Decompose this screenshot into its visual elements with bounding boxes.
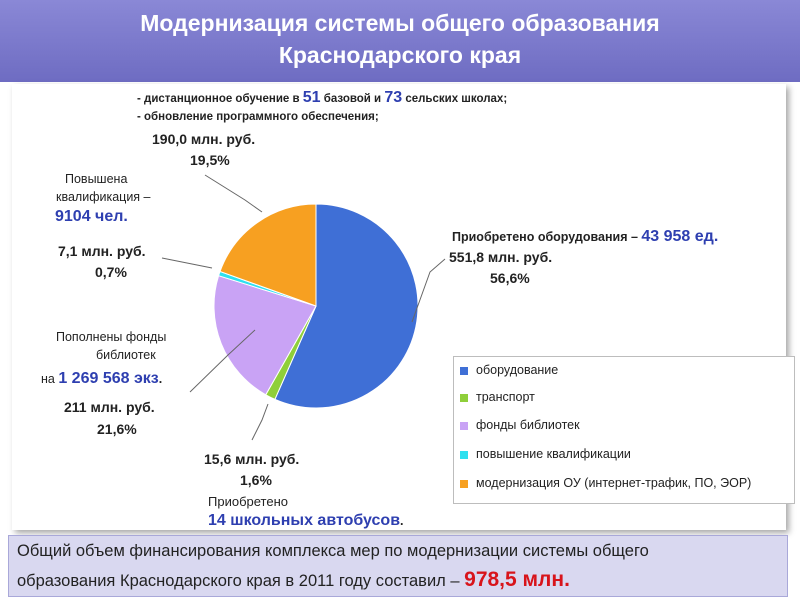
legend-swatch-modernization bbox=[460, 480, 468, 488]
legend-swatch-transport bbox=[460, 394, 468, 402]
note-1-mid: базовой и bbox=[320, 93, 385, 105]
buses-count: 14 школьных автобусов bbox=[208, 512, 401, 529]
libraries-count-line: на 1 269 568 экз. bbox=[41, 370, 162, 388]
qualification-count: 9104 чел. bbox=[55, 208, 128, 225]
note-software-update: - обновление программного обеспечения; bbox=[137, 111, 379, 123]
leader-line-qualification bbox=[161, 257, 213, 269]
legend-swatch-libraries bbox=[460, 422, 468, 430]
equipment-text: Приобретено оборудования – bbox=[452, 230, 642, 244]
libraries-count: 1 269 568 экз bbox=[58, 370, 159, 387]
slice-libraries bbox=[213, 275, 317, 396]
slice-modernization bbox=[219, 203, 317, 307]
legend-label-libraries: фонды библиотек bbox=[476, 418, 580, 432]
qualification-line-2: квалификация – bbox=[56, 190, 151, 204]
buses-suffix: . bbox=[400, 514, 404, 528]
modernization-percent-label: 19,5% bbox=[190, 152, 230, 168]
equipment-amount-label: 551,8 млн. руб. bbox=[449, 249, 553, 265]
qualification-percent-label: 0,7% bbox=[95, 264, 127, 280]
legend-swatch-equipment bbox=[460, 367, 468, 375]
qualification-amount-label: 7,1 млн. руб. bbox=[58, 243, 146, 259]
chart-legend: оборудование транспорт фонды библиотек п… bbox=[453, 356, 795, 504]
note-distance-learning: - дистанционное обучение в 51 базовой и … bbox=[137, 89, 507, 107]
title-line-2: Краснодарского края bbox=[278, 42, 522, 68]
leader-line-equipment bbox=[411, 258, 446, 323]
libraries-percent-label: 21,6% bbox=[97, 421, 137, 437]
note-1-num-rural: 73 bbox=[384, 89, 403, 106]
libraries-amount-label: 211 млн. руб. bbox=[64, 399, 155, 415]
transport-percent-label: 1,6% bbox=[240, 472, 272, 488]
legend-label-equipment: оборудование bbox=[476, 363, 559, 377]
libraries-prefix: на bbox=[41, 372, 59, 386]
title-line-1: Модернизация системы общего образования bbox=[140, 10, 660, 36]
summary-line-1: Общий объем финансирования комплекса мер… bbox=[17, 542, 649, 560]
legend-label-qualification: повышение квалификации bbox=[476, 447, 631, 461]
equipment-count: 43 958 ед. bbox=[641, 228, 719, 245]
leader-line-transport bbox=[251, 403, 269, 441]
buses-line-1: Приобретено bbox=[208, 494, 288, 509]
buses-line-2: 14 школьных автобусов. bbox=[208, 512, 404, 530]
note-1-num-basic: 51 bbox=[302, 89, 321, 106]
equipment-percent-label: 56,6% bbox=[490, 270, 530, 286]
libraries-line-2: библиотек bbox=[96, 348, 156, 362]
summary-line-2: образования Краснодарского края в 2011 г… bbox=[17, 568, 570, 592]
libraries-line-1: Пополнены фонды bbox=[56, 330, 167, 344]
libraries-suffix: . bbox=[158, 372, 163, 386]
modernization-amount-label: 190,0 млн. руб. bbox=[152, 131, 256, 147]
summary-total-amount: 978,5 млн. bbox=[464, 568, 570, 591]
summary-box: Общий объем финансирования комплекса мер… bbox=[8, 535, 788, 597]
transport-amount-label: 15,6 млн. руб. bbox=[204, 451, 300, 467]
legend-label-modernization: модернизация ОУ (интернет-трафик, ПО, ЭО… bbox=[476, 476, 752, 490]
title-bar: Модернизация системы общего образования … bbox=[0, 0, 800, 82]
qualification-line-1: Повышена bbox=[65, 172, 128, 186]
equipment-annotation: Приобретено оборудования – 43 958 ед. bbox=[452, 228, 718, 246]
summary-line-2-text: образования Краснодарского края в 2011 г… bbox=[17, 572, 465, 590]
note-1-post: сельских школах; bbox=[402, 93, 508, 105]
legend-swatch-qualification bbox=[460, 451, 468, 459]
legend-label-transport: транспорт bbox=[476, 390, 535, 404]
note-1-pre: - дистанционное обучение в bbox=[137, 93, 303, 105]
leader-line-libraries bbox=[189, 329, 256, 393]
slice-equipment bbox=[274, 203, 419, 409]
leader-line-modernization bbox=[204, 174, 263, 213]
